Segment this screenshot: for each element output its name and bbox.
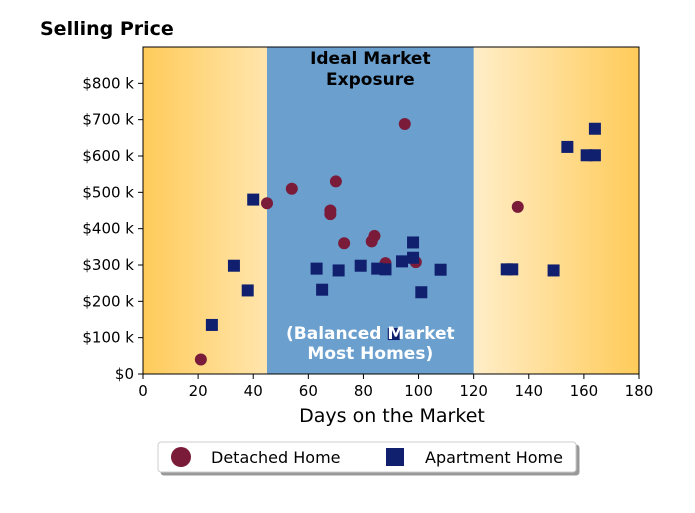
y-tick-label: $400 k: [82, 220, 134, 238]
apartment-home-point: [588, 149, 601, 162]
apartment-home-point: [407, 236, 420, 249]
apartment-home-point: [316, 283, 329, 296]
apartment-home-point: [205, 318, 218, 331]
ideal-exposure-band: [267, 47, 474, 374]
detached-home-point: [511, 200, 524, 213]
legend-marker-apartment-home: [386, 448, 404, 466]
apartment-home-point: [547, 264, 560, 277]
points-layer: [194, 118, 601, 366]
apartment-home-point: [415, 286, 428, 299]
detached-home-point: [398, 118, 411, 131]
apartment-home-point: [241, 284, 254, 297]
legend-label-apartment-home: Apartment Home: [425, 448, 563, 467]
apartment-home-point: [588, 122, 601, 135]
detached-home-point: [261, 197, 273, 210]
apartment-home-point: [407, 251, 420, 264]
apartment-home-point: [310, 262, 323, 275]
y-tick-label: $100 k: [82, 329, 134, 347]
plot-frame: [142, 46, 640, 375]
x-axis: 0 20 40 60 80 100 120 140 160 180: [138, 374, 653, 400]
apartment-home-point: [396, 255, 409, 268]
x-tick-label: 140: [514, 382, 543, 400]
apartment-home-point: [434, 263, 447, 276]
x-tick-label: 80: [354, 382, 373, 400]
apartment-home-point: [247, 193, 260, 206]
y-tick-label: $200 k: [82, 292, 134, 310]
band-bottom-label-line2: Most Homes): [307, 344, 433, 364]
band-top-label-line1: Ideal Market: [310, 49, 431, 69]
detached-home-point: [368, 229, 381, 242]
apartment-home-point: [561, 140, 574, 153]
detached-home-point: [324, 208, 337, 221]
apartment-home-point: [332, 264, 345, 277]
detached-home-point: [329, 175, 342, 188]
x-tick-label: 120: [459, 382, 488, 400]
legend-box: [157, 441, 577, 473]
band-bottom-label-line1: (Balanced Market: [286, 324, 455, 344]
y-tick-label: $0: [115, 365, 134, 383]
apartment-home-point: [387, 328, 400, 341]
detached-home-point: [338, 237, 351, 250]
band-top-label-line2: Exposure: [326, 70, 415, 90]
y-tick-label: $600 k: [82, 147, 134, 165]
y-axis: $0 $100 k $200 k $300 k $400 k $500 k $600 k $7…: [82, 74, 143, 383]
detached-home-point: [285, 182, 298, 195]
apartment-home-point: [379, 263, 392, 276]
x-tick-label: 20: [189, 382, 208, 400]
detached-home-point: [194, 353, 207, 366]
chart-title: Selling Price: [40, 18, 174, 40]
y-tick-label: $300 k: [82, 256, 134, 274]
y-tick-label: $500 k: [82, 183, 134, 201]
x-tick-label: 160: [570, 382, 599, 400]
x-tick-label: 180: [625, 382, 654, 400]
apartment-home-point: [506, 263, 519, 276]
x-tick-label: 60: [299, 382, 318, 400]
y-tick-label: $800 k: [82, 74, 134, 92]
x-tick-label: 40: [244, 382, 263, 400]
x-tick-label: 0: [138, 382, 148, 400]
apartment-home-point: [227, 259, 240, 272]
x-axis-title: Days on the Market: [299, 405, 485, 427]
legend-marker-detached-home: [171, 447, 191, 467]
x-tick-label: 100: [404, 382, 433, 400]
y-tick-label: $700 k: [82, 111, 134, 129]
legend: Detached Home Apartment Home: [157, 441, 577, 473]
legend-label-detached-home: Detached Home: [211, 448, 341, 467]
apartment-home-point: [354, 259, 367, 272]
